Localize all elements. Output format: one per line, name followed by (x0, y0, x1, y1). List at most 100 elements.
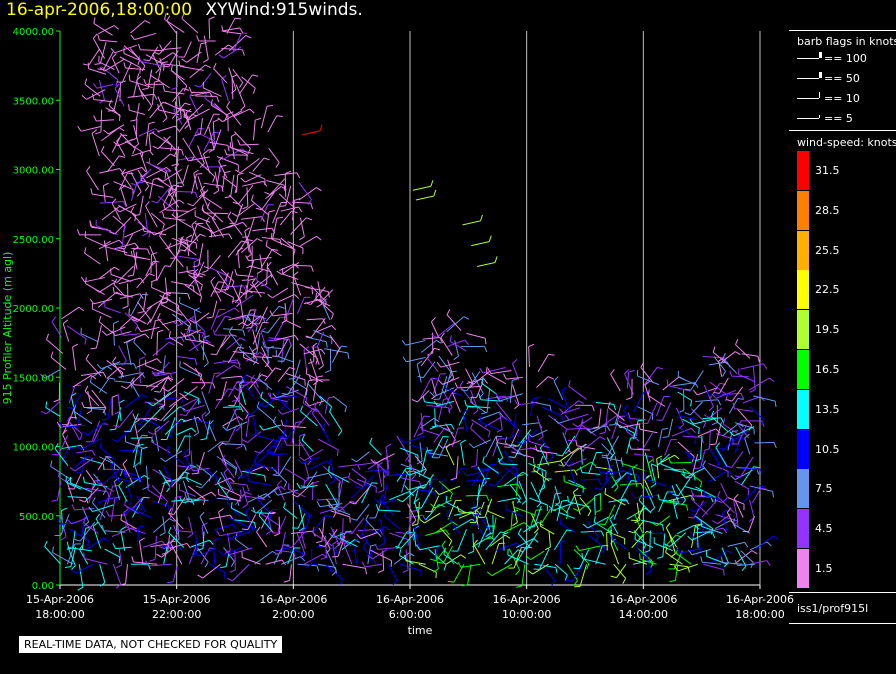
wind-barb-flag (71, 568, 77, 574)
wind-barb (378, 509, 401, 512)
wind-barb (702, 355, 725, 359)
wind-barb-flag (732, 430, 739, 433)
wind-barb (162, 319, 179, 326)
wind-barb (247, 314, 264, 318)
wind-barb-flag (533, 528, 539, 534)
wind-barb (611, 416, 620, 440)
wind-barb (221, 79, 229, 102)
wind-barb-flag (553, 418, 559, 424)
wind-barb-flag (512, 521, 518, 527)
wind-barb (361, 520, 369, 537)
wind-barb (168, 50, 179, 68)
wind-barb-flag (144, 20, 151, 24)
wind-barb (186, 477, 203, 486)
wind-barb-flag (113, 25, 120, 30)
wind-barb-flag (144, 333, 150, 339)
wind-barb-flag (226, 488, 231, 495)
wind-barb (529, 497, 548, 506)
wind-barb (727, 431, 733, 451)
wind-barb-flag (676, 547, 681, 554)
wind-barb (251, 310, 256, 328)
wind-barb (299, 217, 305, 237)
wind-barb-flag (59, 421, 63, 428)
wind-barb (233, 395, 249, 414)
wind-barb (665, 527, 677, 548)
wind-barb-flag (411, 519, 417, 526)
wind-barb-flag (298, 206, 303, 213)
wind-barb (184, 386, 198, 397)
wind-barb (439, 527, 453, 542)
wind-barb (303, 402, 318, 413)
wind-barb (613, 500, 623, 520)
wind-barb (142, 292, 147, 312)
wind-barb (51, 321, 62, 338)
wind-barb-flag (276, 390, 280, 397)
wind-barb-flag (561, 386, 567, 392)
wind-barb-flag (123, 508, 129, 513)
wind-barb-flag (344, 406, 348, 413)
wind-barb-flag (285, 170, 291, 175)
wind-barb (104, 306, 121, 314)
wind-barb-flag (586, 428, 592, 434)
barb-legend-flag (819, 52, 822, 58)
wind-barb-flag (665, 522, 671, 528)
wind-barb-flag (321, 422, 327, 429)
wind-barb-flag (230, 89, 237, 94)
wind-barb (92, 502, 106, 519)
wind-barb (93, 298, 113, 305)
barb-legend-label: == 10 (824, 92, 860, 105)
wind-barb (86, 170, 99, 191)
wind-barb-flag (567, 495, 569, 502)
wind-barb (234, 459, 243, 475)
wind-barb (673, 550, 683, 570)
wind-barb (293, 500, 310, 515)
wind-barb-flag (722, 418, 726, 425)
wind-barb (265, 559, 283, 565)
wind-barb-flag (251, 277, 257, 284)
wind-barb (152, 132, 173, 146)
wind-barb-flag (102, 463, 105, 470)
wind-barb (443, 553, 459, 565)
wind-barb-flag (210, 353, 217, 356)
wind-barb (610, 542, 620, 565)
wind-barb-flag (308, 360, 315, 365)
wind-barb (240, 143, 259, 146)
wind-barb-flag (145, 201, 150, 207)
wind-barb-flag (772, 535, 779, 540)
wind-barb-flag (263, 475, 267, 482)
wind-barb (228, 425, 238, 443)
wind-barb (84, 83, 101, 97)
wind-barb-flag (241, 439, 248, 443)
wind-barb (108, 514, 127, 517)
wind-barb (159, 389, 177, 403)
wind-barb (581, 436, 601, 452)
wind-barb-flag (607, 524, 613, 530)
wind-barb-flag (405, 455, 410, 461)
wind-barb (186, 498, 209, 502)
wind-barb (431, 378, 437, 396)
wind-barb (447, 359, 455, 379)
x-tick-label: 16-Apr-2006 (726, 593, 794, 606)
wind-barb-flag (150, 69, 153, 76)
wind-barb (118, 345, 127, 362)
wind-barb-flag (237, 474, 243, 479)
wind-barb-flag (291, 493, 298, 498)
wind-barb-flag (275, 367, 282, 371)
wind-barb-flag (304, 302, 311, 306)
wind-barb-flag (57, 470, 61, 477)
wind-barb-flag (729, 431, 735, 437)
wind-barb-flag (241, 528, 248, 531)
wind-barb (84, 487, 99, 503)
wind-barb-flag (178, 199, 185, 204)
wind-barb-flag (334, 543, 340, 549)
wind-barb-flag (255, 325, 258, 332)
wind-barb-flag (249, 284, 256, 288)
wind-barb-flag (204, 92, 207, 99)
wind-barb-flag (436, 339, 442, 344)
wind-barb (260, 397, 275, 408)
wind-barb-flag (142, 232, 148, 237)
wind-barb (301, 439, 314, 452)
wind-barb (95, 518, 107, 535)
wind-barb-flag (481, 377, 484, 384)
wind-barb (145, 365, 165, 374)
